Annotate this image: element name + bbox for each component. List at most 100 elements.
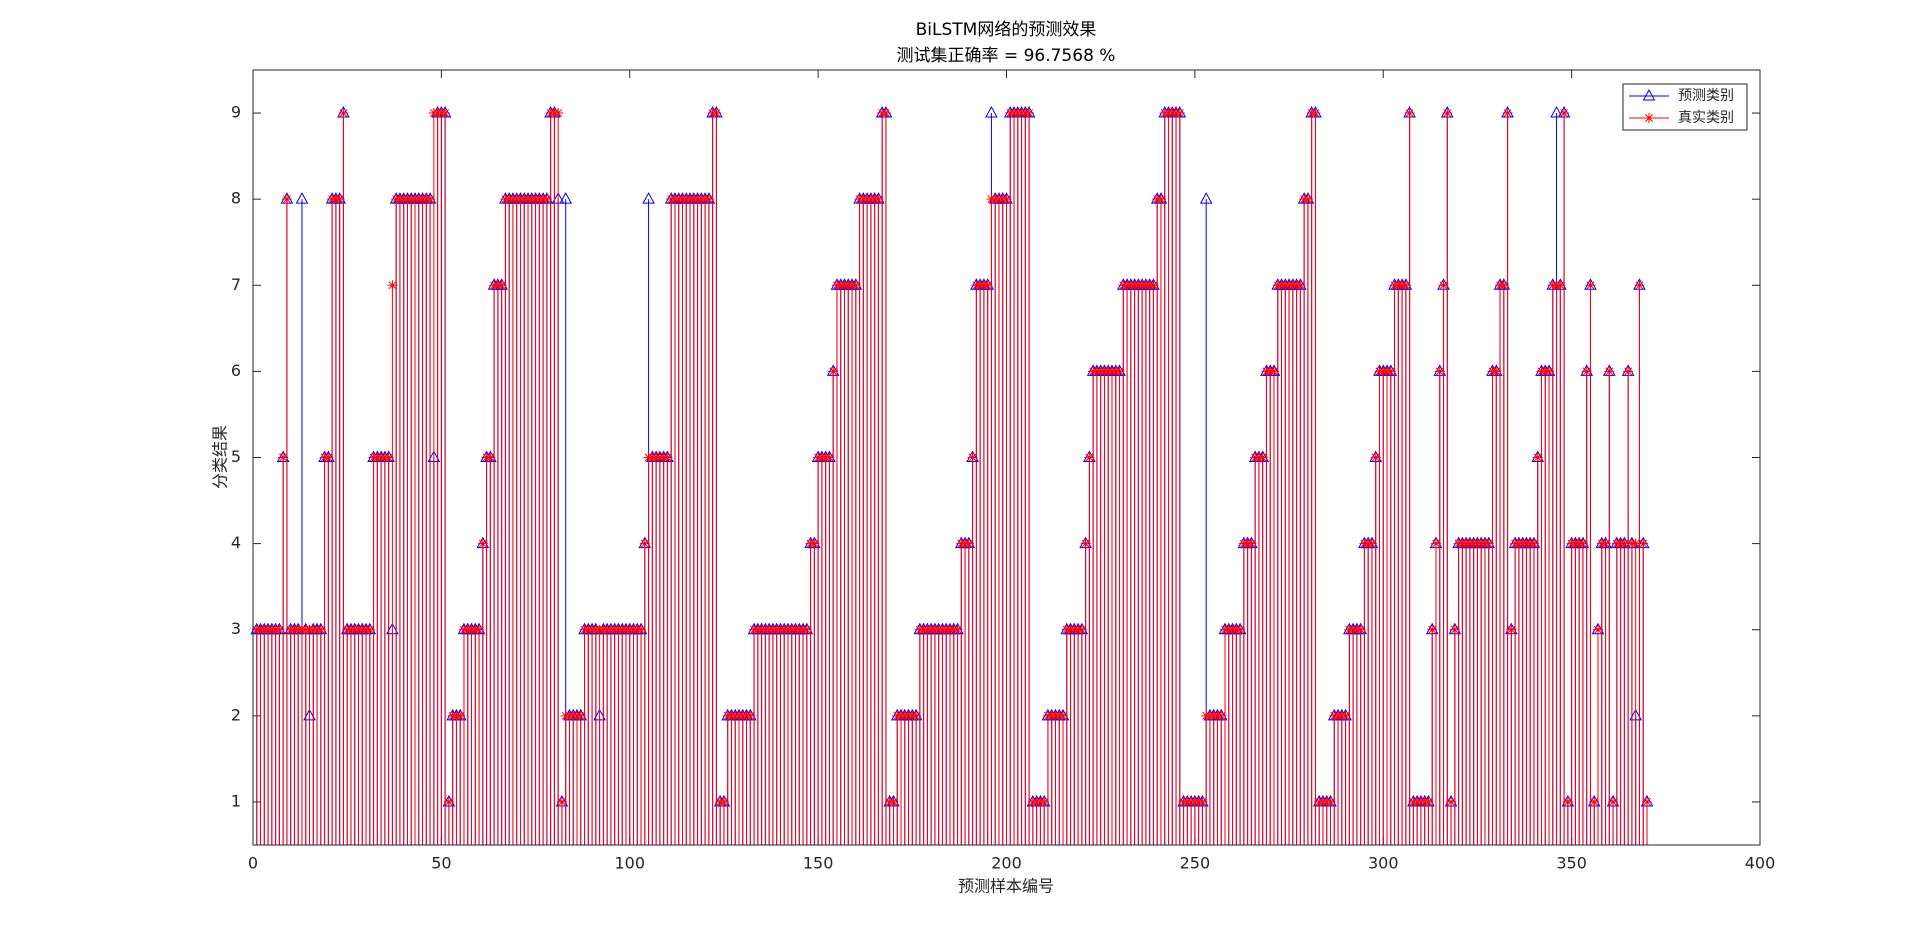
stem bbox=[1544, 366, 1555, 845]
stem bbox=[801, 624, 812, 845]
stem bbox=[1001, 194, 1012, 845]
triangle-marker bbox=[295, 192, 309, 204]
chart-subtitle: 测试集正确率 = 96.7568 % bbox=[897, 46, 1116, 66]
legend-marker bbox=[1644, 113, 1654, 123]
stem bbox=[541, 194, 552, 845]
stem bbox=[1593, 624, 1603, 845]
asterisk-marker bbox=[1449, 624, 1460, 635]
stem bbox=[485, 452, 496, 845]
stem bbox=[334, 194, 345, 845]
legend-box bbox=[1622, 83, 1748, 131]
stem bbox=[1623, 366, 1634, 845]
x-tick-label: 200 bbox=[991, 854, 1022, 873]
asterisk-marker bbox=[963, 538, 974, 549]
stem bbox=[364, 624, 375, 845]
stem bbox=[1076, 624, 1087, 845]
stem bbox=[575, 710, 586, 845]
asterisk-marker bbox=[639, 538, 650, 549]
legend-label: 真实类别 bbox=[1678, 110, 1734, 126]
asterisk-marker bbox=[1295, 280, 1306, 291]
asterisk-marker bbox=[952, 624, 963, 635]
stem bbox=[1148, 280, 1159, 845]
asterisk-marker bbox=[1385, 366, 1396, 377]
stem bbox=[1235, 624, 1246, 845]
stem bbox=[1385, 366, 1396, 845]
stem bbox=[880, 108, 891, 845]
asterisk-marker bbox=[281, 194, 292, 205]
stem bbox=[711, 108, 722, 845]
asterisk-marker bbox=[440, 108, 451, 119]
asterisk-marker bbox=[711, 108, 722, 119]
asterisk-marker bbox=[1423, 796, 1434, 807]
stem bbox=[455, 710, 466, 845]
stem bbox=[1155, 194, 1166, 845]
asterisk-marker bbox=[982, 280, 993, 291]
asterisk-marker bbox=[1438, 280, 1449, 291]
stem bbox=[1114, 366, 1125, 845]
x-tick-label: 50 bbox=[431, 854, 451, 873]
asterisk-marker bbox=[1155, 194, 1166, 205]
x-tick-label: 150 bbox=[803, 854, 834, 873]
asterisk-marker bbox=[1427, 624, 1438, 635]
stem bbox=[1608, 796, 1619, 845]
stem bbox=[824, 452, 835, 845]
stem bbox=[383, 452, 394, 845]
asterisk-marker bbox=[636, 624, 647, 635]
stem bbox=[425, 194, 436, 845]
stem bbox=[1634, 280, 1645, 845]
asterisk-marker bbox=[496, 280, 507, 291]
stem bbox=[1442, 108, 1453, 845]
asterisk-marker bbox=[745, 710, 756, 721]
asterisk-marker bbox=[1400, 280, 1411, 291]
stem bbox=[662, 452, 673, 845]
triangle-marker bbox=[1642, 88, 1656, 101]
asterisk-marker bbox=[1076, 624, 1087, 635]
asterisk-marker bbox=[1080, 538, 1091, 549]
triangle-marker bbox=[559, 192, 573, 204]
asterisk-marker bbox=[1562, 796, 1573, 807]
stem bbox=[1559, 108, 1570, 845]
asterisk-marker bbox=[1355, 624, 1366, 635]
asterisk-marker bbox=[443, 796, 454, 807]
stem bbox=[809, 538, 820, 845]
stem bbox=[1498, 280, 1509, 845]
stem bbox=[1302, 194, 1313, 845]
asterisk-marker bbox=[485, 452, 496, 463]
stem bbox=[636, 624, 647, 845]
stem bbox=[1058, 710, 1069, 845]
asterisk-marker bbox=[1310, 108, 1321, 119]
stem bbox=[274, 624, 285, 845]
stem bbox=[1528, 538, 1539, 845]
stem bbox=[1295, 280, 1306, 845]
y-tick-label: 4 bbox=[231, 533, 241, 552]
stem bbox=[440, 108, 451, 845]
stem bbox=[1257, 452, 1268, 845]
asterisk-marker bbox=[575, 710, 586, 721]
asterisk-marker bbox=[278, 452, 289, 463]
stem bbox=[1404, 108, 1415, 845]
stem bbox=[1449, 624, 1460, 845]
asterisk-marker bbox=[1638, 538, 1649, 549]
stem bbox=[1197, 796, 1208, 845]
asterisk-marker bbox=[387, 280, 398, 291]
asterisk-marker bbox=[1039, 796, 1050, 807]
stem bbox=[1491, 366, 1502, 845]
stem bbox=[873, 194, 884, 845]
y-axis-label: 分类结果 bbox=[211, 425, 230, 489]
asterisk-marker bbox=[1491, 366, 1502, 377]
asterisk-marker bbox=[1634, 280, 1645, 291]
asterisk-marker bbox=[1325, 796, 1336, 807]
asterisk-marker bbox=[1114, 366, 1125, 377]
stem bbox=[703, 194, 714, 845]
stem bbox=[1084, 452, 1095, 845]
triangle-marker bbox=[1199, 192, 1213, 204]
stem bbox=[1268, 366, 1279, 845]
stem bbox=[1555, 280, 1566, 845]
stem bbox=[1423, 796, 1434, 845]
legend-marker bbox=[1642, 88, 1656, 101]
y-tick-label: 2 bbox=[231, 705, 241, 724]
stem bbox=[553, 108, 564, 845]
asterisk-marker bbox=[1502, 108, 1513, 119]
stem bbox=[1080, 538, 1091, 845]
asterisk-marker bbox=[1197, 796, 1208, 807]
